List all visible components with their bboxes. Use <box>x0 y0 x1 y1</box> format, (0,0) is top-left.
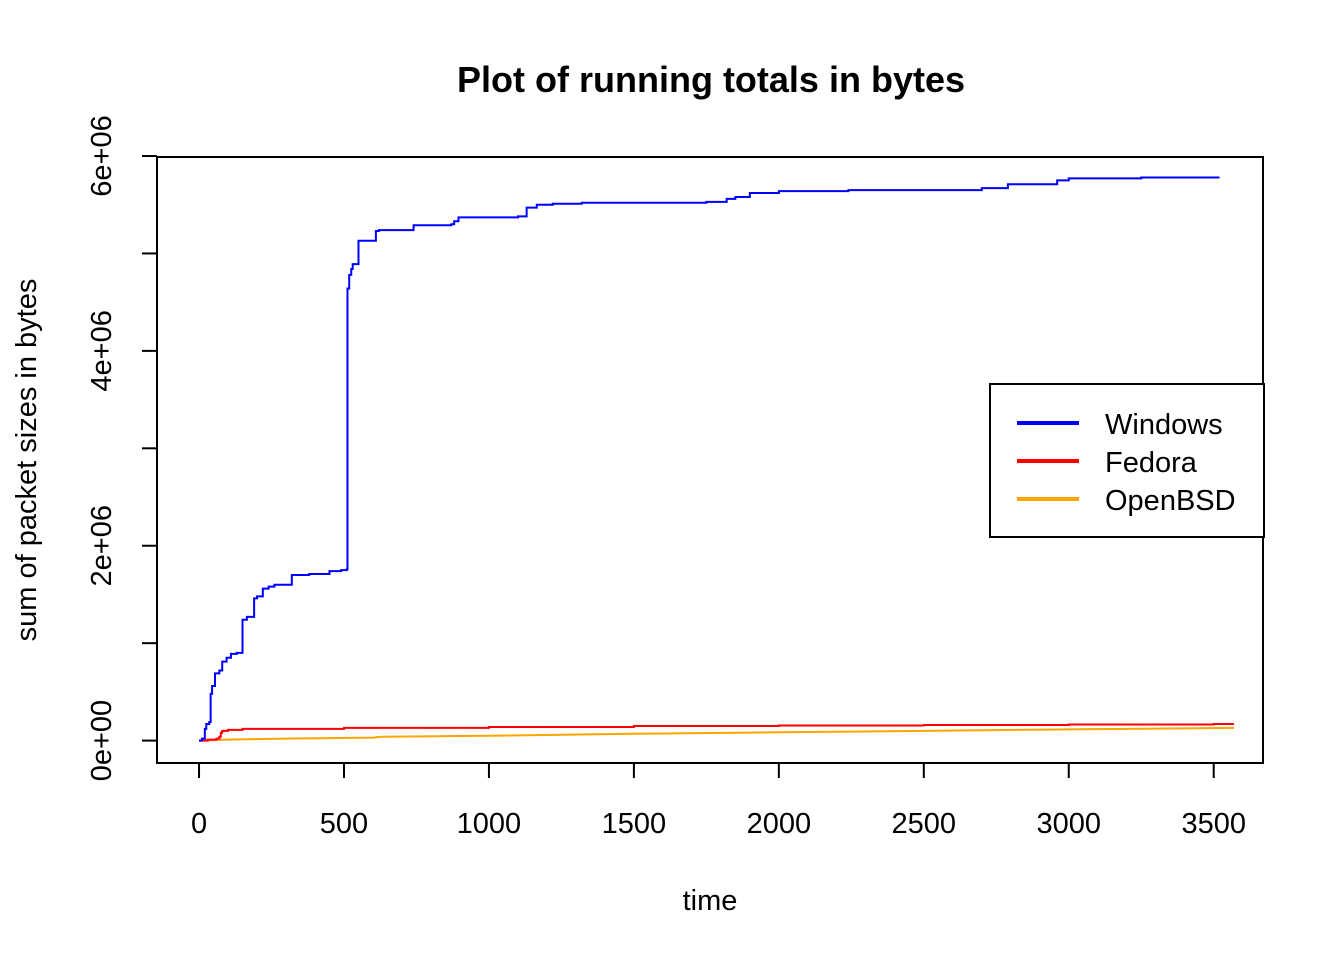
x-tick-label: 3500 <box>1181 808 1246 840</box>
y-tick-label: 4e+06 <box>86 310 118 391</box>
legend-label-windows: Windows <box>1105 409 1223 441</box>
x-axis-label: time <box>683 885 738 917</box>
y-axis-label: sum of packet sizes in bytes <box>11 279 43 642</box>
y-axis: 0e+00 2e+06 4e+06 6e+06 <box>86 115 158 781</box>
series-line-fedora <box>199 723 1235 742</box>
series-layer <box>199 176 1235 742</box>
chart-title: Plot of running totals in bytes <box>457 59 965 100</box>
x-tick-label: 2500 <box>892 808 957 840</box>
y-tick-label: 2e+06 <box>86 505 118 586</box>
x-tick-label: 3000 <box>1037 808 1102 840</box>
x-tick-label: 0 <box>191 808 207 840</box>
y-tick-label: 0e+00 <box>86 700 118 781</box>
series-line-windows <box>199 176 1220 742</box>
x-tick-label: 1500 <box>602 808 667 840</box>
y-tick-label: 6e+06 <box>86 115 118 196</box>
legend-label-openbsd: OpenBSD <box>1105 485 1236 517</box>
x-axis: 0 500 1000 1500 2000 2500 3000 3500 <box>191 762 1246 840</box>
legend: Windows Fedora OpenBSD <box>989 383 1265 538</box>
legend-label-fedora: Fedora <box>1105 447 1198 479</box>
series-line-openbsd <box>199 726 1235 742</box>
x-tick-label: 2000 <box>747 808 812 840</box>
x-tick-label: 1000 <box>457 808 522 840</box>
x-tick-label: 500 <box>320 808 368 840</box>
